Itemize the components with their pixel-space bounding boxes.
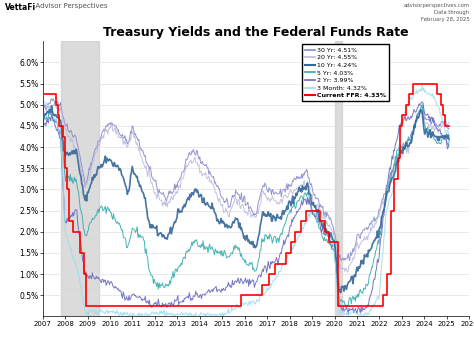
Bar — [61, 41, 99, 316]
Text: Advisor Perspectives: Advisor Perspectives — [31, 3, 107, 9]
Text: advisorperspectives.com
Data through
February 28, 2025: advisorperspectives.com Data through Feb… — [403, 3, 469, 22]
Title: Treasury Yields and the Federal Funds Rate: Treasury Yields and the Federal Funds Ra… — [103, 26, 409, 39]
Text: VettaFi: VettaFi — [5, 3, 36, 12]
Legend: 30 Yr: 4.51%, 20 Yr: 4.55%, 10 Yr: 4.24%, 5 Yr: 4.03%, 2 Yr: 3.99%, 3 Month: 4.3: 30 Yr: 4.51%, 20 Yr: 4.55%, 10 Yr: 4.24%… — [302, 44, 389, 101]
Bar — [335, 41, 342, 316]
